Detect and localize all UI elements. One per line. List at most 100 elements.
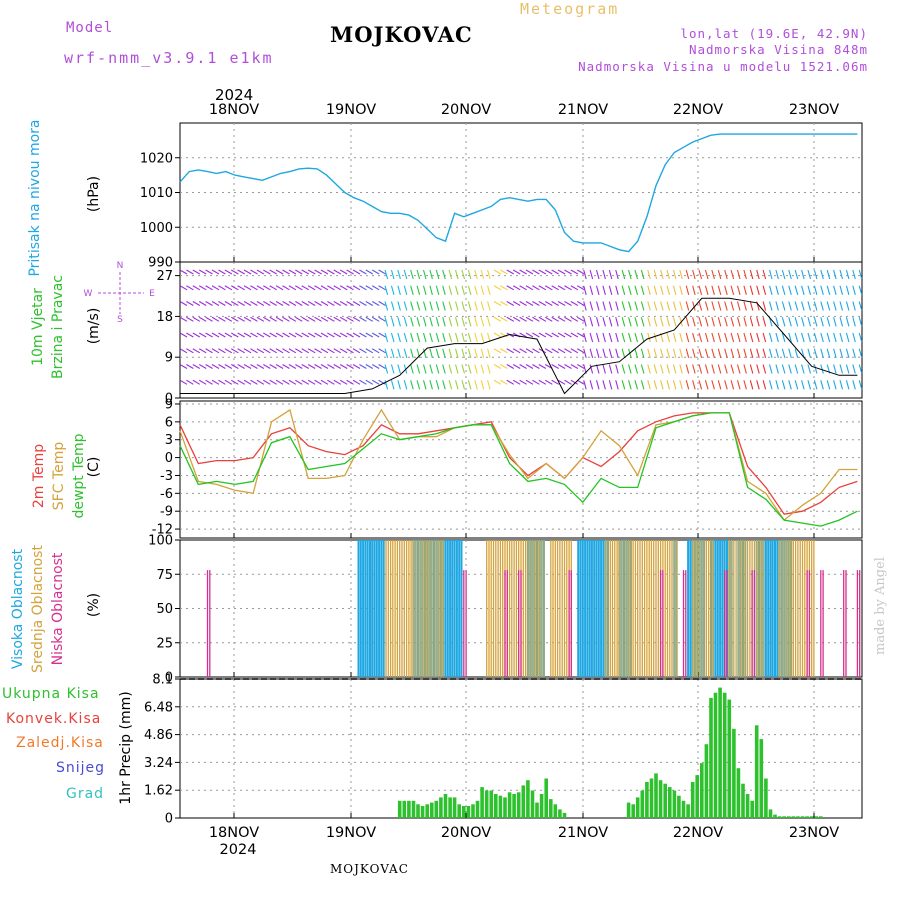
x-axis-bottom: 18NOV 19NOV 20NOV 21NOV 22NOV 23NOV 2024 (209, 825, 839, 858)
wind-barb (359, 379, 367, 385)
wind-barb (756, 332, 760, 343)
wind-barb (858, 301, 863, 311)
wind-barb (371, 348, 380, 354)
wind-barb (384, 317, 389, 327)
wind-barb (794, 301, 799, 311)
wind-barb (448, 332, 453, 343)
wind-barb (788, 348, 792, 358)
wind-barb (801, 317, 805, 327)
wind-barb (422, 285, 427, 295)
wind-barb (422, 364, 427, 374)
wind-barb (442, 301, 446, 311)
wind-barb (743, 332, 747, 343)
wind-barb (320, 285, 329, 291)
wind-barb (230, 269, 239, 275)
wind-barb (852, 285, 856, 295)
wind-barb (820, 364, 824, 374)
precip-bar (462, 806, 466, 818)
wind-barb (359, 301, 367, 306)
wind-barb (826, 317, 831, 327)
wind-barb (333, 316, 342, 322)
wind-barb (198, 332, 207, 338)
wind-barb (525, 316, 534, 322)
wind-barb (640, 332, 645, 343)
wind-barb (730, 364, 735, 374)
wind-barb (833, 301, 837, 311)
wind-barb (589, 332, 594, 343)
wind-barb (263, 316, 271, 322)
wind-barb (487, 332, 491, 343)
wind-barb (237, 364, 245, 369)
wind-barb (237, 301, 245, 306)
wind-barb (461, 317, 466, 327)
wind-barb (608, 301, 613, 311)
wind-barb (685, 285, 690, 295)
wind-barb (282, 364, 290, 369)
wind-barb (794, 285, 799, 295)
wind-barb (333, 269, 342, 275)
wind-barb (557, 269, 566, 275)
wind-barb (717, 348, 722, 358)
wind-barb (602, 364, 606, 374)
wind-barb (858, 317, 863, 327)
wind-barb (845, 285, 850, 295)
wind-barb (564, 316, 572, 322)
wind-barb (640, 380, 645, 390)
wind-barb (371, 332, 380, 338)
wind-barb (282, 332, 290, 338)
wind-barb (788, 317, 792, 327)
wind-barb (378, 332, 386, 338)
wind-barb (269, 269, 277, 275)
wind-barb (320, 364, 329, 369)
wind-barb (288, 316, 297, 322)
wind-barb (192, 348, 201, 354)
wind-barb (346, 348, 354, 354)
wind-barb (435, 332, 440, 343)
wind-barb (295, 301, 303, 306)
wind-barb (711, 301, 715, 311)
wind-barb (749, 348, 754, 358)
wind-barb (474, 332, 478, 343)
wind-barb (704, 332, 709, 343)
precipitation-ytick-label: 4.86 (144, 728, 173, 743)
wind-barb (198, 269, 207, 275)
wind-barb (263, 301, 271, 306)
wind-barb (263, 348, 271, 354)
wind-barb (634, 301, 639, 311)
wind-barb (512, 379, 521, 385)
wind-barb (314, 379, 322, 385)
wind-barb (263, 269, 271, 275)
wind-barb (493, 316, 502, 322)
wind-barb (192, 301, 201, 306)
wind-barb (762, 285, 767, 295)
wind-barb (730, 301, 735, 311)
wind-barb (788, 364, 792, 374)
wind-barb (359, 332, 367, 338)
x-tick-top-22nov: 22NOV (673, 102, 723, 118)
precip-bar (558, 809, 562, 818)
wind-barb (256, 364, 265, 369)
wind-barb (442, 348, 446, 358)
wind-barb (352, 364, 361, 369)
wind-barb (781, 317, 786, 327)
wind-barb (845, 364, 850, 374)
wind-barb (314, 269, 322, 275)
wind-barb (679, 332, 683, 343)
wind-barb (724, 348, 728, 358)
wind-barb (378, 364, 386, 369)
wind-barb (525, 364, 534, 369)
wind-barb (371, 301, 380, 306)
precip-bar (819, 816, 823, 818)
precip-bar (645, 782, 649, 818)
station-title: MOJKOVAC (330, 22, 473, 47)
x-axis-top: 18NOV 19NOV 20NOV 21NOV 22NOV 23NOV (209, 102, 839, 118)
wind-barb (820, 269, 824, 280)
wind-barb (775, 348, 779, 358)
wind-barb (551, 364, 559, 369)
wind-barb (288, 269, 297, 275)
wind-barb (525, 332, 534, 338)
wind-barb (352, 285, 361, 291)
wind-barb (621, 348, 626, 358)
wind-barb (538, 332, 547, 338)
wind-barb (295, 379, 303, 385)
